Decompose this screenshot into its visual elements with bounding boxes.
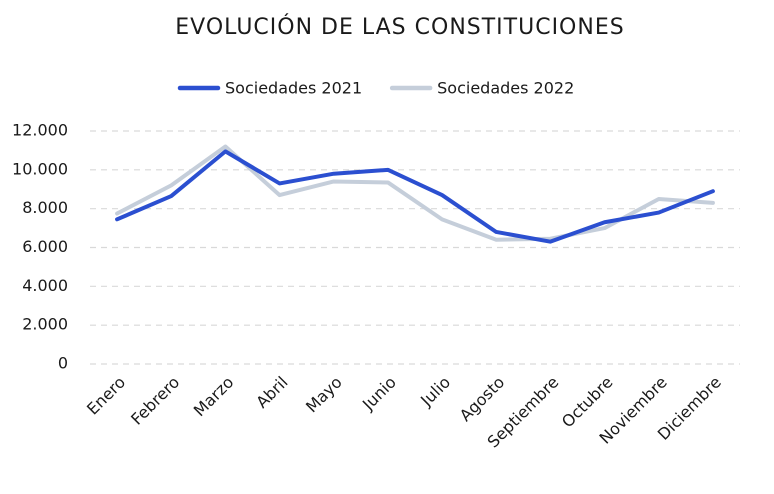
y-tick-label: 2.000: [22, 315, 68, 334]
y-tick-label: 10.000: [12, 159, 68, 178]
chart-title: EVOLUCIÓN DE LAS CONSTITUCIONES: [175, 14, 624, 40]
x-tick-label: Enero: [83, 373, 129, 419]
lines: [115, 144, 715, 244]
series-line: [115, 144, 715, 242]
legend-label: Sociedades 2022: [437, 79, 574, 98]
y-tick-label: 6.000: [22, 237, 68, 256]
x-tick-label: Agosto: [456, 373, 509, 426]
x-tick-label: Febrero: [127, 373, 183, 429]
grid: [90, 130, 740, 365]
x-tick-label: Marzo: [190, 373, 238, 421]
x-tick-label: Junio: [358, 373, 400, 415]
y-tick-label: 12.000: [12, 121, 68, 140]
x-tick-label: Mayo: [302, 373, 346, 417]
legend-label: Sociedades 2021: [225, 79, 362, 98]
x-tick-label: Julio: [416, 373, 454, 411]
series-line: [115, 149, 715, 244]
y-tick-label: 0: [58, 354, 68, 373]
y-tick-label: 8.000: [22, 198, 68, 217]
x-tick-label: Abril: [252, 373, 291, 412]
y-tick-label: 4.000: [22, 276, 68, 295]
